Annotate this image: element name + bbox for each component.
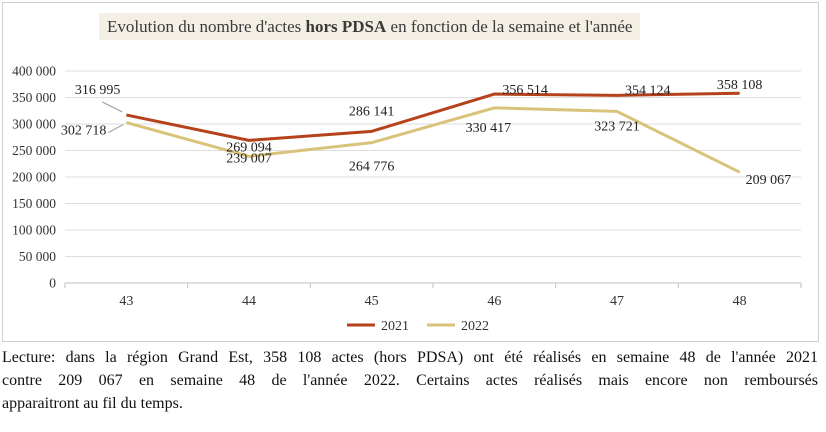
chart-frame: Evolution du nombre d'actes hors PDSA en…	[2, 2, 819, 342]
data-label-2021: 358 108	[717, 78, 763, 93]
label-leader-line	[102, 101, 123, 113]
x-tick-label: 43	[119, 294, 133, 309]
series-line-2021	[126, 91, 740, 142]
data-label-2022: 239 007	[226, 151, 272, 166]
chart-title-emphasis: hors PDSA	[305, 17, 387, 36]
x-tick-label: 48	[733, 294, 747, 309]
x-tick-label: 47	[610, 294, 624, 309]
reading-caption: Lecture: dans la région Grand Est, 358 1…	[2, 346, 818, 415]
data-label-2021: 286 141	[349, 104, 395, 119]
data-label-2021: 316 995	[75, 83, 121, 98]
data-labels: 316 995 269 094 286 141 356 514 354 124 358 1…	[61, 78, 791, 188]
data-label-2022: 302 718	[61, 124, 107, 139]
gridlines	[65, 70, 801, 284]
data-label-2022: 264 776	[349, 160, 395, 175]
data-label-2021: 354 124	[625, 83, 671, 98]
data-label-2022: 209 067	[746, 173, 792, 188]
series-lines	[125, 91, 741, 174]
y-tick-label: 350 000	[12, 90, 56, 105]
axes: 0 50 000 100 000 150 000 200 000 250 000 300 0…	[12, 64, 802, 309]
x-tick-label: 45	[365, 294, 379, 309]
line-chart: 0 50 000 100 000 150 000 200 000 250 000 300 0…	[12, 64, 802, 334]
caption-line-1: Lecture: dans la région Grand Est, 358 1…	[2, 349, 818, 366]
y-tick-label: 200 000	[12, 170, 56, 185]
x-tick-label: 46	[487, 294, 501, 309]
caption-line-3: apparaitront au fil du temps.	[2, 395, 183, 412]
y-tick-label: 300 000	[12, 117, 56, 132]
label-leader-line	[108, 124, 124, 134]
y-tick-label: 50 000	[19, 249, 56, 264]
y-tick-label: 150 000	[12, 196, 56, 211]
data-label-2021: 269 094	[226, 140, 272, 155]
data-label-2022: 330 417	[466, 121, 512, 136]
x-tick-label: 44	[242, 294, 256, 309]
chart-title-part-1: Evolution du nombre d'actes	[107, 17, 306, 36]
y-tick-label: 250 000	[12, 143, 56, 158]
y-tick-label: 400 000	[12, 64, 56, 79]
legend-label-2021: 2021	[381, 319, 409, 334]
data-label-2021: 356 514	[502, 83, 548, 98]
legend: 2021 2022	[347, 319, 489, 334]
chart-title-part-3: en fonction de la semaine et l'année	[386, 17, 633, 36]
series-line-2022	[125, 106, 741, 174]
caption-line-2: contre 209 067 en semaine 48 de l'année …	[2, 372, 818, 389]
data-label-2022: 323 721	[594, 119, 640, 134]
chart-title: Evolution du nombre d'actes hors PDSA en…	[99, 13, 641, 40]
y-tick-label: 0	[49, 276, 56, 291]
legend-label-2022: 2022	[461, 319, 489, 334]
y-tick-label: 100 000	[12, 223, 56, 238]
